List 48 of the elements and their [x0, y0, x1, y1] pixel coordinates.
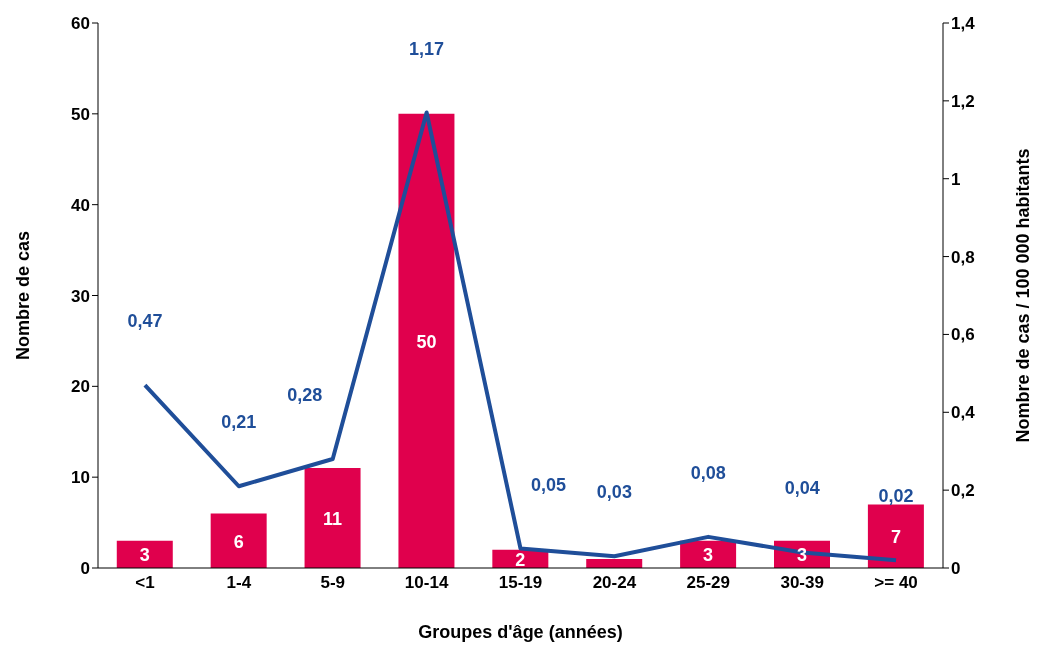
data-label: 0,21 [221, 412, 257, 433]
y-tick-label: 10 [71, 468, 90, 488]
y2-tick-label: 1,4 [951, 14, 976, 34]
x-tick-label: 5-9 [320, 573, 346, 593]
bar [116, 540, 173, 568]
data-label: 3 [703, 545, 714, 566]
y-tick-label: 60 [71, 14, 90, 34]
data-label: 6 [233, 531, 244, 552]
data-label: 7 [890, 527, 901, 548]
x-tick-label: >= 40 [874, 573, 918, 593]
y2-tick-label: 1 [951, 169, 961, 189]
data-label: 50 [416, 331, 437, 352]
y2-axis-title: Nombre de cas / 100 000 habitants [1013, 148, 1034, 443]
y2-tick-label: 0 [951, 559, 961, 579]
data-label: 3 [139, 545, 150, 566]
bar [867, 504, 924, 568]
data-label: 11 [323, 509, 343, 530]
data-label: 0,04 [784, 478, 820, 499]
data-label: 0,28 [287, 385, 323, 405]
x-tick-label: 15-19 [498, 573, 543, 593]
data-label: 2 [515, 549, 526, 570]
y-tick-label: 20 [71, 377, 90, 397]
y-tick-label: 40 [71, 195, 90, 215]
x-axis-title: Groupes d'âge (années) [418, 622, 623, 642]
y-tick-label: 50 [71, 104, 90, 124]
y2-tick-label: 1,2 [951, 91, 975, 111]
data-label: 0,47 [127, 311, 163, 332]
x-tick-label: 25-29 [686, 573, 731, 593]
x-tick-label: 20-24 [592, 573, 637, 593]
y2-tick-label: 0,4 [951, 403, 976, 423]
x-tick-label: <1 [135, 573, 155, 593]
data-label: 0,05 [530, 474, 567, 495]
y-tick-label: 30 [71, 286, 90, 306]
y2-tick-label: 0,2 [951, 481, 975, 501]
y2-tick-label: 0,8 [951, 247, 975, 267]
x-tick-label: 10-14 [404, 573, 449, 593]
data-label: 0,08 [690, 462, 726, 483]
bar [304, 468, 361, 568]
bar [398, 113, 455, 568]
data-label: 1,17 [409, 38, 445, 59]
bar [210, 513, 267, 568]
data-label: 0,02 [878, 486, 914, 507]
y-axis-title: Nombre de cas [13, 230, 34, 361]
data-label: 0,03 [596, 482, 632, 503]
x-tick-label: 1-4 [226, 573, 252, 593]
x-tick-label: 30-39 [780, 573, 824, 593]
y2-tick-label: 0,6 [951, 325, 975, 345]
y-tick-label: 0 [80, 559, 90, 579]
